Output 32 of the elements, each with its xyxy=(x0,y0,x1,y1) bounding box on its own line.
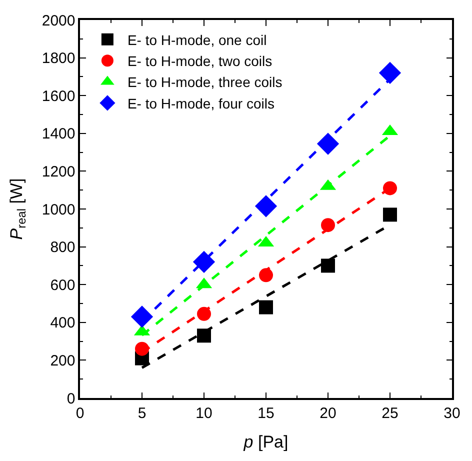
point xyxy=(316,132,340,155)
y-tick-label: 1000 xyxy=(42,201,76,218)
x-tick-label: 20 xyxy=(320,404,336,422)
point xyxy=(254,195,278,218)
y-tick-label: 1800 xyxy=(42,50,76,68)
point xyxy=(383,208,397,222)
x-axis-title: p [Pa] xyxy=(242,432,288,452)
y-tick-label: 1400 xyxy=(42,126,76,143)
x-tick-label: 30 xyxy=(444,404,460,422)
legend-label: E- to H-mode, three coils xyxy=(127,74,282,90)
legend-label: E- to H-mode, two coils xyxy=(127,53,272,70)
legend-label: E- to H-mode, one coil xyxy=(127,32,267,48)
y-tick-label: 2000 xyxy=(42,12,76,30)
point xyxy=(321,218,335,232)
point xyxy=(259,300,273,314)
y-tick-label: 800 xyxy=(50,239,76,256)
x-tick-label: 25 xyxy=(382,404,398,422)
point xyxy=(321,258,335,273)
point xyxy=(378,62,402,84)
y-tick-label: 0 xyxy=(66,390,76,408)
point xyxy=(192,250,216,273)
x-tick-label: 15 xyxy=(258,404,274,422)
x-tick-label: 10 xyxy=(196,404,212,422)
x-tick-label: 5 xyxy=(138,404,146,422)
point xyxy=(197,328,211,343)
y-tick-label: 400 xyxy=(50,314,76,332)
y-tick-label: 1200 xyxy=(42,163,76,180)
y-tick-label: 1600 xyxy=(42,88,76,105)
y-tick-label: 600 xyxy=(50,276,76,294)
point xyxy=(130,306,154,328)
legend-label: E- to H-mode, four coils xyxy=(127,95,275,112)
y-tick-label: 200 xyxy=(50,352,76,370)
